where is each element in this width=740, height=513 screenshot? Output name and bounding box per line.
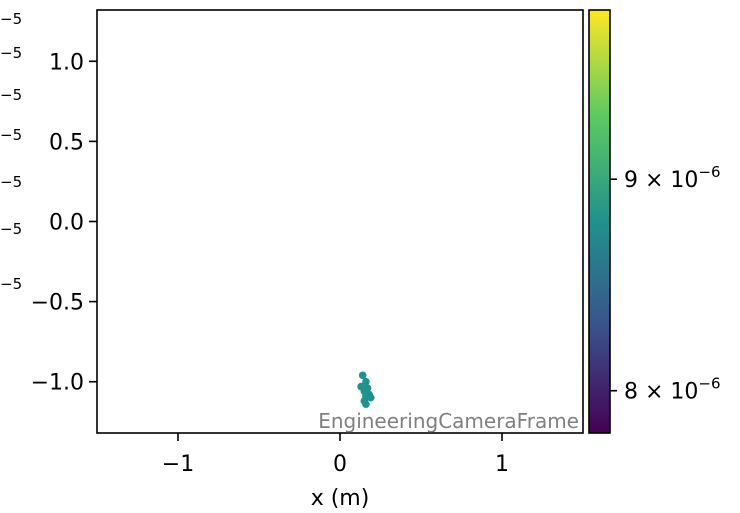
clipped-tick-label: −5 [0,220,22,238]
plot-area [96,9,584,434]
y-tick-label: −1.0 [31,371,84,396]
data-point [358,371,367,380]
clipped-tick-label: −5 [0,44,22,62]
x-tick-label: −1 [162,452,194,477]
y-tick-label: 0.5 [49,130,84,155]
colorbar [588,9,611,434]
y-tick-label: 0.0 [49,211,84,236]
data-point [362,400,370,408]
y-axis: 1.0 0.5 0.0 −0.5 −1.0 [31,50,97,396]
x-axis-label: x (m) [311,486,370,511]
data-point [362,377,370,386]
clipped-tick-label: −5 [0,275,22,293]
colorbar-axis: 9 × 10−6 8 × 10−6 [610,163,721,405]
clipped-tick-label: −5 [0,126,22,144]
data-points [357,371,375,408]
colorbar-tick-label: 8 × 10−6 [624,375,721,405]
y-tick-label: 1.0 [49,50,84,75]
x-axis: −1 0 1 [162,433,509,477]
frame-annotation: EngineeringCameraFrame [318,409,579,433]
data-point [366,393,375,402]
clipped-tick-label: −5 [0,86,22,104]
colorbar-tick-label: 9 × 10−6 [624,163,721,193]
clipped-tick-label: −5 [0,173,22,191]
clipped-tick-label: −5 [0,10,22,28]
x-tick-label: 1 [495,452,509,477]
clipped-neighbor-tick-labels: −5 −5 −5 −5 −5 −5 −5 [0,10,22,293]
y-tick-label: −0.5 [31,291,84,316]
x-tick-label: 0 [333,452,347,477]
